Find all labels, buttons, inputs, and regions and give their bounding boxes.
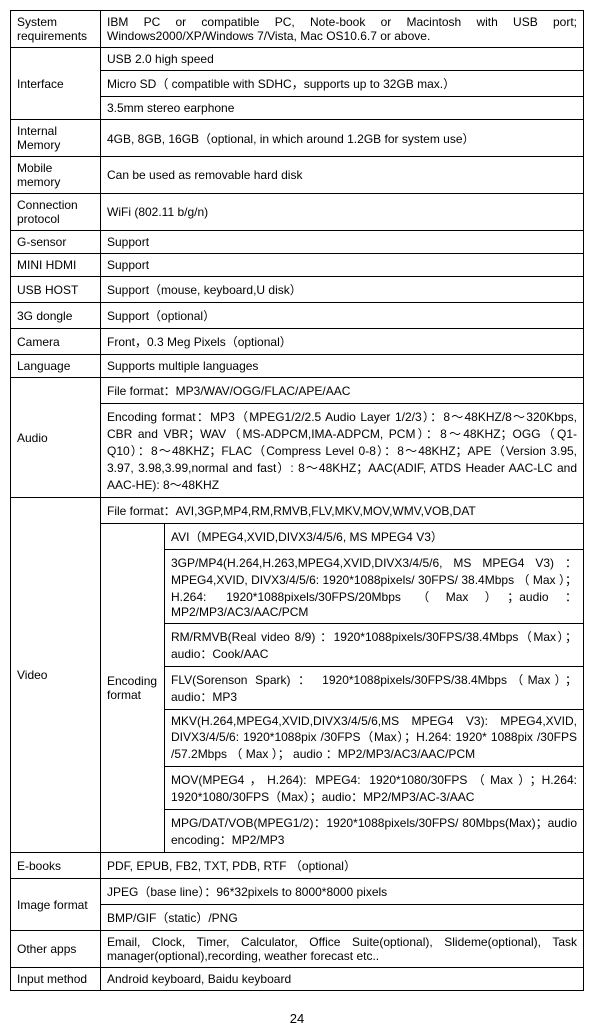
- table-row: Video File format：AVI,3GP,MP4,RM,RMVB,FL…: [11, 498, 584, 524]
- page-number: 24: [10, 1011, 584, 1026]
- cell-value: Encoding format：MP3（MPEG1/2/2.5 Audio La…: [101, 404, 584, 498]
- table-row: USB HOST Support（mouse, keyboard,U disk）: [11, 277, 584, 303]
- cell-label: USB HOST: [11, 277, 101, 303]
- cell-value: MPG/DAT/VOB(MPEG1/2)：1920*1088pixels/30F…: [165, 810, 584, 853]
- table-row: Internal Memory 4GB, 8GB, 16GB（optional,…: [11, 120, 584, 157]
- table-row: Input method Android keyboard, Baidu key…: [11, 968, 584, 991]
- cell-label: G-sensor: [11, 231, 101, 254]
- table-row: Interface USB 2.0 high speed: [11, 48, 584, 71]
- cell-label: Audio: [11, 378, 101, 498]
- spec-table: System requirements IBM PC or compatible…: [10, 10, 584, 991]
- cell-value: File format：AVI,3GP,MP4,RM,RMVB,FLV,MKV,…: [101, 498, 584, 524]
- cell-sublabel: Encoding format: [101, 524, 165, 853]
- cell-value: MOV(MPEG4，H.264): MPEG4: 1920*1080/30FPS…: [165, 767, 584, 810]
- cell-value: FLV(Sorenson Spark) ： 1920*1088pixels/30…: [165, 667, 584, 710]
- cell-label: Camera: [11, 329, 101, 355]
- cell-value: Front，0.3 Meg Pixels（optional）: [101, 329, 584, 355]
- cell-value: Android keyboard, Baidu keyboard: [101, 968, 584, 991]
- cell-value: IBM PC or compatible PC, Note-book or Ma…: [101, 11, 584, 48]
- table-row: Camera Front，0.3 Meg Pixels（optional）: [11, 329, 584, 355]
- table-row: G-sensor Support: [11, 231, 584, 254]
- cell-value: 3GP/MP4(H.264,H.263,MPEG4,XVID,DIVX3/4/5…: [165, 550, 584, 624]
- cell-value: JPEG（base line）：96*32pixels to 8000*8000…: [101, 879, 584, 905]
- cell-label: Internal Memory: [11, 120, 101, 157]
- cell-value: Supports multiple languages: [101, 355, 584, 378]
- cell-value: File format：MP3/WAV/OGG/FLAC/APE/AAC: [101, 378, 584, 404]
- cell-label: E-books: [11, 853, 101, 879]
- table-row: MINI HDMI Support: [11, 254, 584, 277]
- cell-value: Support（mouse, keyboard,U disk）: [101, 277, 584, 303]
- cell-label: Mobile memory: [11, 157, 101, 194]
- cell-label: Input method: [11, 968, 101, 991]
- table-row: Other apps Email, Clock, Timer, Calculat…: [11, 931, 584, 968]
- cell-value: RM/RMVB(Real video 8/9) ：1920*1088pixels…: [165, 624, 584, 667]
- cell-value: 4GB, 8GB, 16GB（optional, in which around…: [101, 120, 584, 157]
- table-row: Language Supports multiple languages: [11, 355, 584, 378]
- table-row: Connection protocol WiFi (802.11 b/g/n): [11, 194, 584, 231]
- table-row: Audio File format：MP3/WAV/OGG/FLAC/APE/A…: [11, 378, 584, 404]
- cell-value: Support: [101, 231, 584, 254]
- cell-value: PDF, EPUB, FB2, TXT, PDB, RTF （optional）: [101, 853, 584, 879]
- cell-value: MKV(H.264,MPEG4,XVID,DIVX3/4/5/6,MS MPEG…: [165, 710, 584, 767]
- cell-label: Language: [11, 355, 101, 378]
- table-row: E-books PDF, EPUB, FB2, TXT, PDB, RTF （o…: [11, 853, 584, 879]
- cell-label: Video: [11, 498, 101, 853]
- cell-value: 3.5mm stereo earphone: [101, 97, 584, 120]
- cell-label: 3G dongle: [11, 303, 101, 329]
- cell-label: Interface: [11, 48, 101, 120]
- cell-value: AVI（MPEG4,XVID,DIVX3/4/5/6, MS MPEG4 V3）: [165, 524, 584, 550]
- cell-value: Micro SD（ compatible with SDHC，supports …: [101, 71, 584, 97]
- cell-value: Support: [101, 254, 584, 277]
- cell-label: Image format: [11, 879, 101, 931]
- table-row: Image format JPEG（base line）：96*32pixels…: [11, 879, 584, 905]
- cell-value: BMP/GIF（static）/PNG: [101, 905, 584, 931]
- cell-label: MINI HDMI: [11, 254, 101, 277]
- cell-value: Can be used as removable hard disk: [101, 157, 584, 194]
- cell-value: Support（optional）: [101, 303, 584, 329]
- cell-label: Connection protocol: [11, 194, 101, 231]
- cell-value: WiFi (802.11 b/g/n): [101, 194, 584, 231]
- cell-value: Email, Clock, Timer, Calculator, Office …: [101, 931, 584, 968]
- cell-label: System requirements: [11, 11, 101, 48]
- table-row: 3G dongle Support（optional）: [11, 303, 584, 329]
- table-row: System requirements IBM PC or compatible…: [11, 11, 584, 48]
- cell-value: USB 2.0 high speed: [101, 48, 584, 71]
- cell-label: Other apps: [11, 931, 101, 968]
- table-row: Mobile memory Can be used as removable h…: [11, 157, 584, 194]
